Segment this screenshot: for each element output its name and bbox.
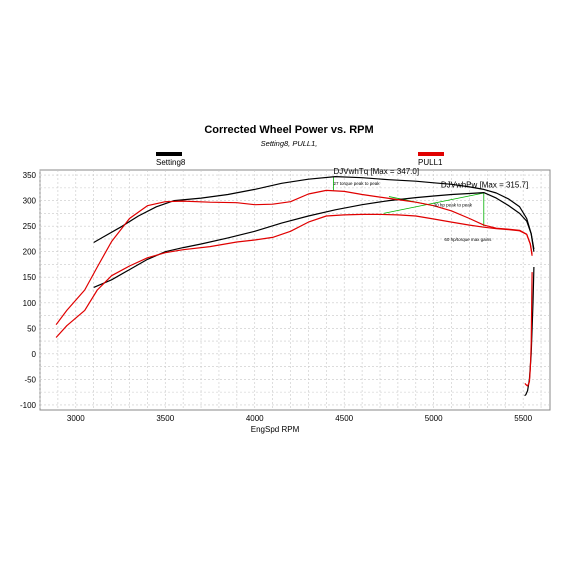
x-tick-label: 3500 xyxy=(156,414,174,423)
series-line-pull1-1 xyxy=(55,213,533,338)
y-tick-label: -100 xyxy=(20,401,37,410)
legend-swatch-setting8 xyxy=(156,152,182,156)
y-tick-label: -50 xyxy=(24,375,36,384)
y-tick-label: 250 xyxy=(23,222,37,231)
legend-label-pull1: PULL1 xyxy=(418,158,443,167)
y-tick-label: 50 xyxy=(27,324,36,333)
x-tick-label: 5500 xyxy=(514,414,532,423)
chart-title: Corrected Wheel Power vs. RPM xyxy=(204,124,374,136)
y-tick-label: 0 xyxy=(32,350,37,359)
series-line-pull1-2 xyxy=(524,272,533,387)
y-tick-label: 200 xyxy=(23,248,37,257)
chart-annotation: DJVwhTq [Max = 347.0] xyxy=(333,167,419,176)
legend-item-setting8: Setting8 xyxy=(156,152,185,167)
legend-label-setting8: Setting8 xyxy=(156,158,186,167)
y-tick-label: 150 xyxy=(23,273,37,282)
chart-annotation: 27 torque peak to peak xyxy=(333,181,380,186)
series-line-setting8-0 xyxy=(93,176,535,252)
chart-subtitle: Setting8, PULL1, xyxy=(260,139,318,148)
series-line-setting8-1 xyxy=(93,192,535,288)
y-tick-label: 100 xyxy=(23,299,37,308)
x-tick-label: 3000 xyxy=(67,414,85,423)
x-axis-label: EngSpd RPM xyxy=(251,425,300,434)
chart-annotation: 60 hp/torque max gains xyxy=(444,237,492,242)
x-tick-label: 4000 xyxy=(246,414,264,423)
x-tick-label: 4500 xyxy=(335,414,353,423)
y-tick-label: 350 xyxy=(23,171,37,180)
chart-annotation: 30 hp peak to peak xyxy=(434,202,473,207)
legend-swatch-pull1 xyxy=(418,152,444,156)
chart-annotation: DJVwhPw [Max = 315.7] xyxy=(441,180,528,189)
x-tick-label: 5000 xyxy=(425,414,443,423)
legend-item-pull1: PULL1 xyxy=(418,152,444,167)
y-tick-label: 300 xyxy=(23,197,37,206)
guide-line xyxy=(383,192,484,214)
